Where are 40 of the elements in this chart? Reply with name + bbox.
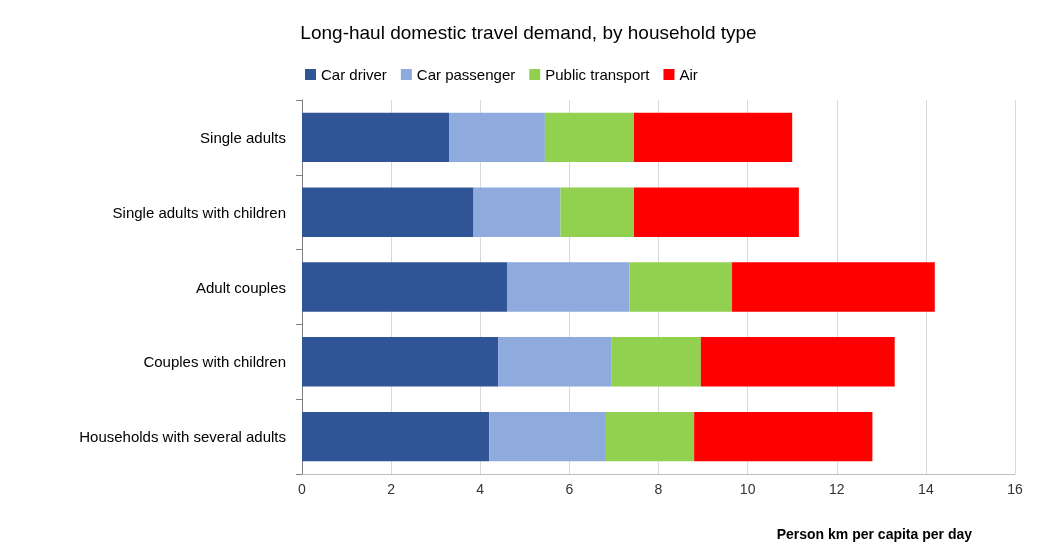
x-axis-title: Person km per capita per day bbox=[776, 526, 973, 542]
legend-label: Car passenger bbox=[416, 66, 516, 83]
bar bbox=[302, 112, 450, 163]
bar bbox=[473, 187, 561, 237]
bar bbox=[302, 337, 499, 387]
y-tick-label: Single adults with children bbox=[112, 203, 286, 221]
bar bbox=[694, 411, 873, 462]
bar bbox=[449, 112, 545, 163]
bar bbox=[560, 187, 634, 237]
bar bbox=[611, 337, 701, 387]
bar bbox=[629, 262, 733, 312]
y-tick-label: Adult couples bbox=[195, 278, 286, 296]
bar bbox=[302, 262, 507, 312]
bar bbox=[633, 187, 799, 237]
bar bbox=[302, 187, 474, 237]
x-tick-label: 2 bbox=[387, 481, 396, 497]
x-tick-label: 10 bbox=[739, 481, 756, 497]
x-tick-label: 0 bbox=[298, 481, 307, 497]
legend-label: Car driver bbox=[321, 66, 387, 83]
y-tick-label: Households with several adults bbox=[79, 428, 286, 446]
x-tick-label: 12 bbox=[828, 481, 845, 497]
bar bbox=[302, 411, 490, 462]
bar bbox=[489, 411, 606, 462]
chart-title: Long-haul domestic travel demand, by household type bbox=[300, 22, 757, 43]
bar bbox=[700, 337, 895, 387]
x-tick-label: 6 bbox=[565, 481, 574, 497]
x-tick-label: 8 bbox=[654, 481, 663, 497]
y-tick-label: Couples with children bbox=[143, 353, 286, 371]
y-tick-label: Single adults bbox=[200, 128, 286, 146]
x-tick-label: 14 bbox=[918, 481, 934, 497]
bar bbox=[498, 337, 612, 387]
legend-label: Air bbox=[679, 66, 698, 83]
bar bbox=[633, 112, 793, 163]
bar bbox=[544, 112, 634, 163]
bar bbox=[605, 411, 695, 462]
bar bbox=[506, 262, 630, 312]
bar bbox=[732, 262, 935, 312]
x-tick-label: 16 bbox=[1007, 481, 1023, 497]
legend-label: Public transport bbox=[545, 66, 651, 83]
x-tick-label: 4 bbox=[476, 481, 485, 497]
